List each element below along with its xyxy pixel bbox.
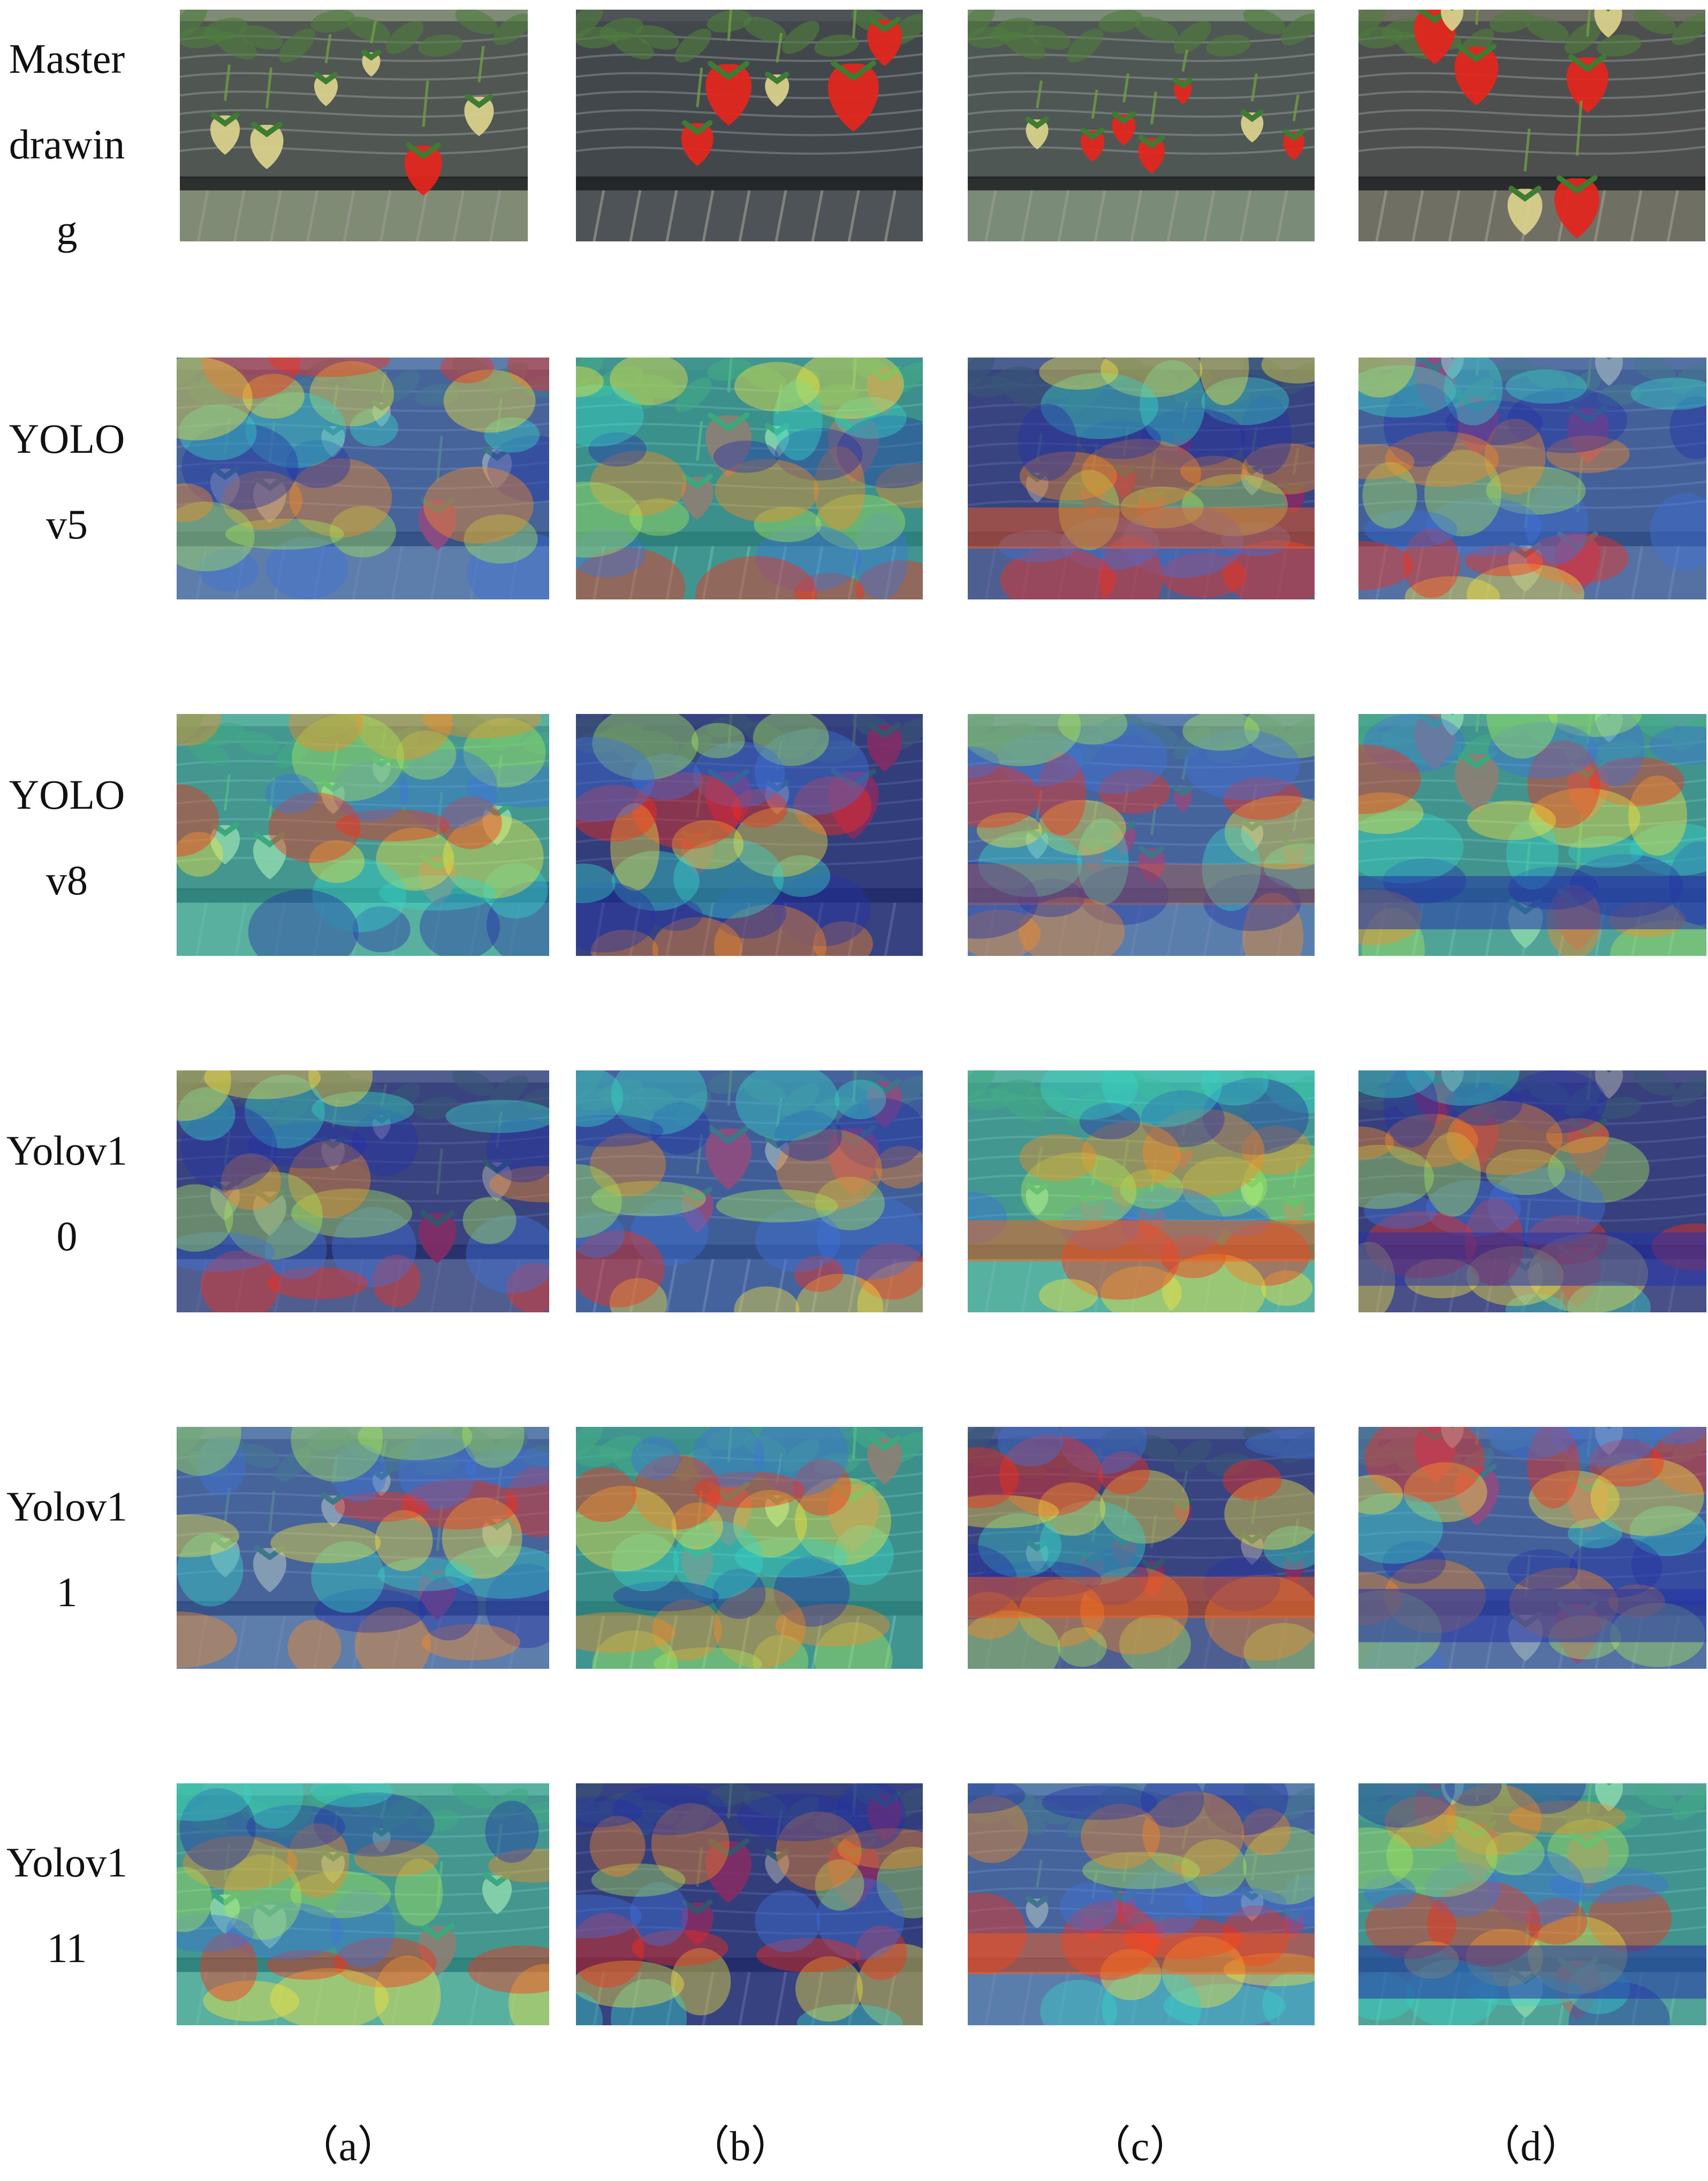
image-panel-row-1-column-a: [180, 10, 528, 241]
image-panel-row-6-column-c: [968, 1783, 1315, 2025]
image-panel-row-4-column-c: [968, 1070, 1315, 1312]
image-panel-row-6-column-a: [177, 1783, 549, 2025]
image-panel-row-1-column-b: [576, 10, 923, 241]
image-panel-row-6-column-b: [576, 1783, 923, 2025]
image-panel-row-1-column-d: [1358, 10, 1705, 241]
heatmap-overlay-illustration: [1358, 358, 1706, 599]
heatmap-overlay-illustration: [968, 358, 1315, 599]
heatmap-overlay-illustration: [1358, 1070, 1706, 1312]
heatmap-overlay-illustration: [1358, 1427, 1706, 1669]
row-label-yolov5: YOLO v5: [9, 415, 125, 548]
strawberry-photo-illustration: [1358, 10, 1705, 241]
image-panel-row-2-column-d: [1358, 358, 1706, 599]
column-label-d: （d）: [1478, 2123, 1583, 2169]
image-panel-row-4-column-a: [177, 1070, 549, 1312]
column-label-c: （c）: [1089, 2123, 1191, 2169]
heatmap-overlay-illustration: [1358, 1783, 1706, 2025]
heatmap-overlay-illustration: [576, 358, 923, 599]
heatmap-overlay-illustration: [968, 1070, 1315, 1312]
heatmap-overlay-illustration: [177, 1783, 549, 2025]
image-panel-row-2-column-c: [968, 358, 1315, 599]
image-panel-row-4-column-b: [576, 1070, 923, 1312]
heatmap-overlay-illustration: [576, 1070, 923, 1312]
image-panel-row-3-column-b: [576, 714, 923, 956]
image-panel-row-4-column-d: [1358, 1070, 1706, 1312]
image-panel-row-2-column-b: [576, 358, 923, 599]
heatmap-overlay-illustration: [1358, 714, 1706, 956]
heatmap-overlay-illustration: [968, 714, 1315, 956]
strawberry-photo-illustration: [576, 10, 923, 241]
column-label-a: （a）: [297, 2123, 399, 2169]
heatmap-overlay-illustration: [968, 1427, 1315, 1669]
heatmap-overlay-illustration: [576, 1427, 923, 1669]
image-panel-row-5-column-b: [576, 1427, 923, 1669]
strawberry-photo-illustration: [180, 10, 528, 241]
heatmap-overlay-illustration: [576, 714, 923, 956]
image-panel-row-3-column-a: [177, 714, 549, 956]
strawberry-photo-illustration: [968, 10, 1315, 241]
image-panel-row-1-column-c: [968, 10, 1315, 241]
row-label-yolov111: Yolov1 11: [6, 1839, 128, 1971]
heatmap-overlay-illustration: [177, 1427, 549, 1669]
heatmap-overlay-illustration: [968, 1783, 1315, 2025]
row-label-yolov10: Yolov1 0: [6, 1127, 128, 1259]
image-panel-row-3-column-d: [1358, 714, 1706, 956]
image-panel-row-3-column-c: [968, 714, 1315, 956]
row-label-master-drawing: Master drawin g: [9, 35, 125, 253]
heatmap-overlay-illustration: [177, 714, 549, 956]
image-panel-row-5-column-a: [177, 1427, 549, 1669]
row-label-yolov8: YOLO v8: [9, 771, 125, 903]
column-label-b: （b）: [688, 2123, 793, 2169]
heatmap-overlay-illustration: [177, 1070, 549, 1312]
image-panel-row-2-column-a: [177, 358, 549, 599]
heatmap-overlay-illustration: [177, 358, 549, 599]
image-panel-row-5-column-c: [968, 1427, 1315, 1669]
image-panel-row-5-column-d: [1358, 1427, 1706, 1669]
heatmap-overlay-illustration: [576, 1783, 923, 2025]
image-panel-row-6-column-d: [1358, 1783, 1706, 2025]
row-label-yolov11: Yolov1 1: [6, 1483, 128, 1615]
